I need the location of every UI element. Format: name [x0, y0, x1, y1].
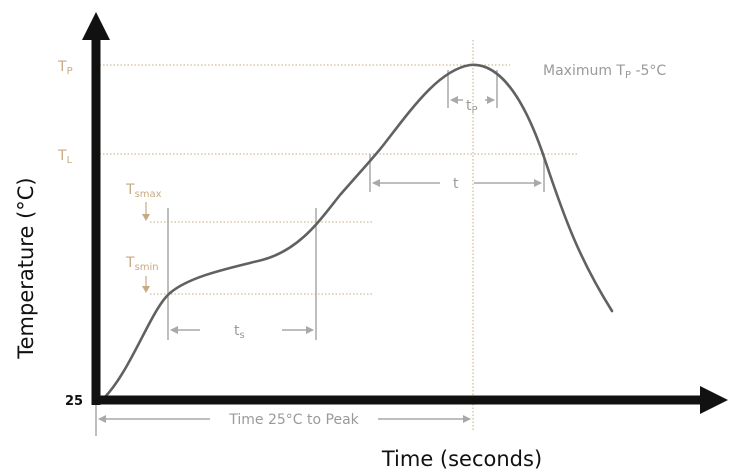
- tsmin-pointer-head: [142, 286, 150, 293]
- tsmax-level-label: Tsmax: [125, 182, 162, 200]
- ts-interval-label: ts: [234, 323, 245, 341]
- tl-level-label: TL: [57, 148, 73, 166]
- time-to-peak-label: Time 25°C to Peak: [228, 412, 359, 428]
- reflow-profile-curve: [98, 63, 614, 404]
- tp-interval-label: tP: [466, 98, 478, 116]
- y-axis-title: Temperature (°C): [14, 177, 38, 359]
- x-axis-arrowhead: [700, 386, 728, 414]
- x-axis-title: Time (seconds): [381, 447, 542, 471]
- tp-level-label: TP: [57, 59, 73, 77]
- y-axis-arrowhead: [82, 12, 110, 40]
- tsmin-level-label: Tsmin: [125, 255, 159, 273]
- max-tp-label: Maximum TP -5°C: [543, 63, 666, 81]
- tsmax-pointer-head: [142, 214, 150, 221]
- origin-label: 25: [65, 394, 83, 409]
- t-interval-label: t: [453, 176, 459, 192]
